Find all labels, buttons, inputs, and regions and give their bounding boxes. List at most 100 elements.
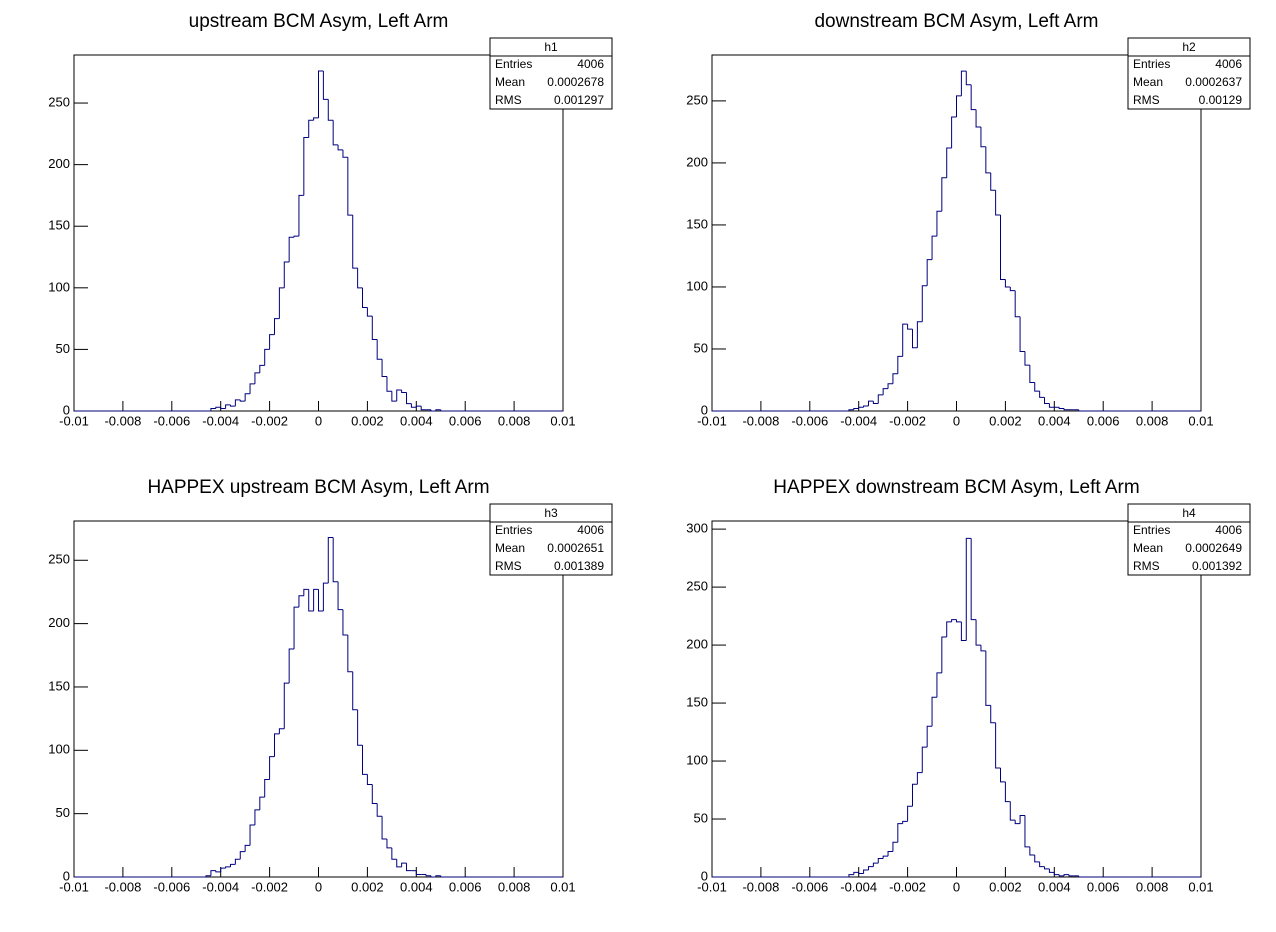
- stats-value: 0.0002678: [547, 75, 604, 89]
- histogram-bin: [848, 409, 854, 411]
- histogram-bin: [1053, 872, 1060, 876]
- histogram-bin: [249, 383, 255, 394]
- histogram-bin: [887, 383, 893, 389]
- histogram-bin: [308, 119, 314, 138]
- x-tick-label: 0.01: [550, 879, 575, 894]
- histogram-bin: [872, 862, 879, 867]
- histogram-bin: [371, 784, 378, 805]
- histogram-bin: [941, 177, 947, 212]
- histogram-bin: [1058, 407, 1065, 410]
- histogram-bin: [858, 406, 864, 409]
- histogram-bin: [249, 824, 255, 846]
- histogram-bin: [863, 869, 869, 874]
- histogram-bin: [342, 149, 348, 158]
- stats-box: [489, 37, 613, 110]
- histogram-bin: [877, 857, 884, 864]
- y-tick-label: 200: [48, 615, 70, 630]
- histogram-bin: [985, 146, 991, 174]
- stats-name: h1: [544, 40, 558, 54]
- histogram-bin: [352, 671, 358, 711]
- histogram-bin: [205, 875, 211, 877]
- histogram-bin: [853, 871, 859, 875]
- histogram-bin: [435, 409, 441, 411]
- histogram-bin: [980, 126, 986, 148]
- y-tick-label: 50: [694, 810, 708, 825]
- stats-value: 0.001297: [554, 93, 604, 107]
- stats-value: 0.00129: [1199, 93, 1243, 107]
- histogram-bin: [931, 235, 937, 260]
- histogram-bin: [863, 405, 869, 408]
- x-tick-label: -0.008: [104, 879, 141, 894]
- y-tick-label: 100: [686, 752, 708, 767]
- y-tick-label: 50: [694, 340, 708, 355]
- histogram-bin: [1039, 391, 1045, 398]
- chart-title: upstream BCM Asym, Left Arm: [189, 11, 449, 32]
- y-tick-label: 150: [686, 216, 708, 231]
- histogram-bin: [269, 334, 275, 350]
- y-tick-label: 0: [63, 868, 70, 883]
- x-tick-label: 0: [953, 879, 960, 894]
- histogram-bin: [911, 329, 918, 349]
- histogram-bin: [313, 588, 319, 611]
- histogram-bin: [946, 621, 952, 637]
- histogram-bin: [1044, 866, 1050, 870]
- chart-title: downstream BCM Asym, Left Arm: [814, 11, 1098, 32]
- histogram-bin: [293, 235, 299, 238]
- x-tick-label: 0.004: [1038, 879, 1071, 894]
- stats-value: 0.0002637: [1185, 75, 1242, 89]
- x-tick-label: -0.004: [840, 413, 877, 428]
- histogram-bin: [440, 875, 446, 878]
- histogram-bin: [1024, 815, 1030, 848]
- histogram-bin: [858, 872, 864, 875]
- x-tick-label: -0.006: [791, 413, 828, 428]
- histogram-bin: [1048, 868, 1055, 873]
- histogram-bin: [406, 392, 412, 405]
- y-tick-label: 0: [701, 868, 708, 883]
- x-tick-label: -0.008: [104, 413, 141, 428]
- x-tick-label: 0.004: [400, 879, 433, 894]
- stats-label: Mean: [495, 541, 525, 555]
- histogram-bin: [970, 538, 977, 621]
- stats-label: Entries: [495, 523, 532, 537]
- histogram-bin: [254, 809, 260, 826]
- x-tick-label: 0.006: [1087, 879, 1120, 894]
- histogram-bin: [269, 756, 275, 780]
- histogram-bin: [420, 406, 427, 411]
- y-tick-label: 250: [686, 92, 708, 107]
- histogram-bin: [1009, 801, 1016, 821]
- histogram-bin: [337, 144, 343, 151]
- histogram-bin: [303, 588, 309, 596]
- histogram-bin: [897, 355, 903, 374]
- histogram-bin: [872, 401, 879, 405]
- stats-label: Mean: [495, 75, 525, 89]
- x-tick-label: -0.004: [840, 879, 877, 894]
- x-tick-label: -0.002: [251, 879, 288, 894]
- histogram-bin: [401, 862, 407, 867]
- histogram-bin: [970, 84, 977, 111]
- histogram-bin: [965, 537, 972, 641]
- histogram-bin: [1014, 290, 1021, 318]
- histogram-bin: [911, 783, 918, 807]
- x-tick-label: -0.008: [742, 879, 779, 894]
- histogram-bin: [244, 844, 251, 852]
- histogram-bin: [892, 373, 898, 384]
- x-tick-label: 0.006: [1087, 413, 1120, 428]
- histogram-bin: [956, 95, 962, 118]
- y-tick-label: 150: [48, 678, 70, 693]
- histogram-bin: [956, 619, 962, 623]
- x-tick-label: 0.01: [1188, 413, 1213, 428]
- stats-value: 4006: [577, 523, 604, 537]
- histogram-bin: [921, 746, 928, 773]
- histogram-bin: [951, 619, 957, 622]
- histogram-bin: [298, 194, 304, 237]
- x-tick-label: 0.002: [351, 879, 384, 894]
- histogram-bin: [892, 841, 898, 852]
- histogram-bin: [926, 259, 933, 286]
- histogram-bin: [244, 393, 251, 402]
- histogram-bin: [931, 696, 937, 727]
- y-tick-label: 100: [686, 278, 708, 293]
- x-tick-label: 0.008: [498, 413, 531, 428]
- histogram-bin: [381, 359, 387, 378]
- histogram-bin: [278, 287, 285, 319]
